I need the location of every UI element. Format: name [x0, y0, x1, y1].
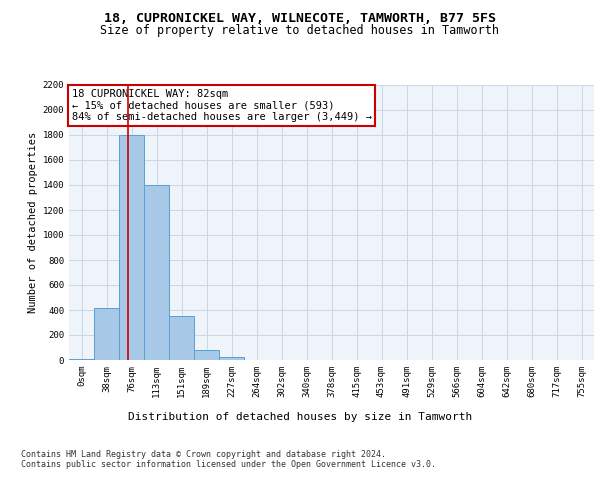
Bar [94, 308, 119, 360]
Bar [144, 185, 169, 360]
Text: 18 CUPRONICKEL WAY: 82sqm
← 15% of detached houses are smaller (593)
84% of semi: 18 CUPRONICKEL WAY: 82sqm ← 15% of detac… [71, 89, 371, 122]
Y-axis label: Number of detached properties: Number of detached properties [28, 132, 38, 313]
Bar [69, 359, 94, 360]
Bar [119, 135, 144, 360]
Text: 18, CUPRONICKEL WAY, WILNECOTE, TAMWORTH, B77 5FS: 18, CUPRONICKEL WAY, WILNECOTE, TAMWORTH… [104, 12, 496, 26]
Text: Size of property relative to detached houses in Tamworth: Size of property relative to detached ho… [101, 24, 499, 37]
Bar [219, 357, 244, 360]
Text: Contains HM Land Registry data © Crown copyright and database right 2024.
Contai: Contains HM Land Registry data © Crown c… [21, 450, 436, 469]
Text: Distribution of detached houses by size in Tamworth: Distribution of detached houses by size … [128, 412, 472, 422]
Bar [169, 316, 194, 360]
Bar [194, 350, 219, 360]
